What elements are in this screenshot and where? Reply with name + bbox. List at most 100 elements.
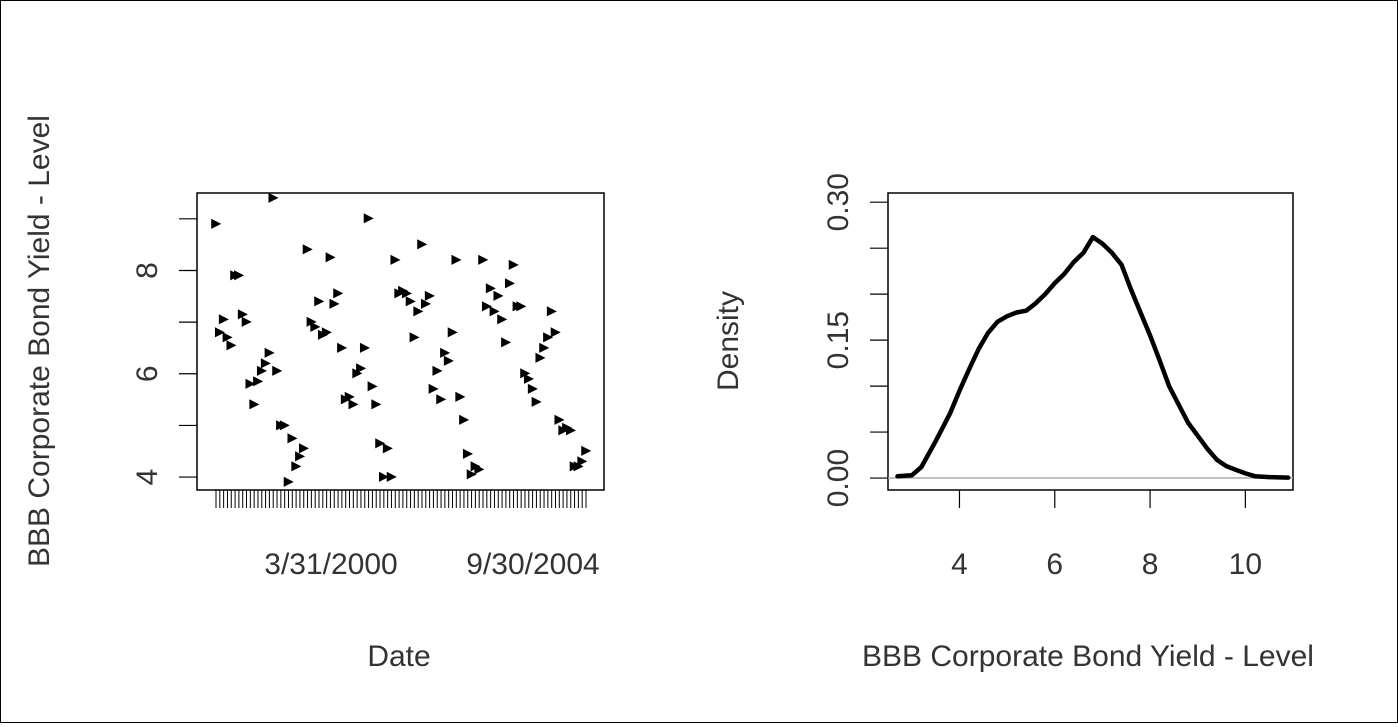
data-point: ▸ bbox=[558, 419, 569, 439]
right-x-tick-label: 10 bbox=[1229, 548, 1262, 581]
data-point: ▸ bbox=[569, 455, 580, 475]
data-point: ▸ bbox=[531, 391, 542, 411]
data-point: ▸ bbox=[420, 292, 431, 312]
data-point: ▸ bbox=[539, 336, 550, 356]
data-point: ▸ bbox=[386, 466, 397, 486]
data-point: ▸ bbox=[500, 331, 511, 351]
data-point: ▸ bbox=[550, 321, 561, 341]
data-point: ▸ bbox=[455, 385, 466, 405]
data-point: ▸ bbox=[546, 300, 557, 320]
left-y-axis-title: BBB Corporate Bond Yield - Level bbox=[23, 115, 56, 567]
data-point: ▸ bbox=[245, 373, 256, 393]
right-y-tick-label: 0.30 bbox=[822, 173, 855, 231]
data-point: ▸ bbox=[374, 432, 385, 452]
data-point: ▸ bbox=[329, 292, 340, 312]
data-point: ▸ bbox=[340, 388, 351, 408]
data-point: ▸ bbox=[481, 295, 492, 315]
data-point: ▸ bbox=[214, 321, 225, 341]
data-point: ▸ bbox=[355, 357, 366, 377]
data-point: ▸ bbox=[279, 414, 290, 434]
data-point: ▸ bbox=[443, 349, 454, 369]
data-point: ▸ bbox=[542, 326, 553, 346]
data-point: ▸ bbox=[497, 308, 508, 328]
data-point: ▸ bbox=[359, 336, 370, 356]
left-y-tick-label: 4 bbox=[131, 469, 164, 486]
left-y-tick-label: 8 bbox=[131, 262, 164, 279]
data-point: ▸ bbox=[413, 300, 424, 320]
data-point: ▸ bbox=[462, 442, 473, 462]
data-point: ▸ bbox=[348, 393, 359, 413]
data-point: ▸ bbox=[397, 280, 408, 300]
data-point: ▸ bbox=[275, 414, 286, 434]
data-point: ▸ bbox=[394, 282, 405, 302]
data-point: ▸ bbox=[283, 471, 294, 491]
data-point: ▸ bbox=[336, 336, 347, 356]
data-point: ▸ bbox=[371, 393, 382, 413]
data-point: ▸ bbox=[561, 416, 572, 436]
data-point: ▸ bbox=[264, 342, 275, 362]
data-point: ▸ bbox=[485, 277, 496, 297]
data-point: ▸ bbox=[237, 303, 248, 323]
data-point: ▸ bbox=[352, 362, 363, 382]
data-point: ▸ bbox=[226, 334, 237, 354]
data-point: ▸ bbox=[458, 409, 469, 429]
data-point: ▸ bbox=[565, 419, 576, 439]
data-point: ▸ bbox=[439, 342, 450, 362]
data-point: ▸ bbox=[382, 437, 393, 457]
data-point: ▸ bbox=[554, 409, 565, 429]
data-point: ▸ bbox=[447, 321, 458, 341]
data-point: ▸ bbox=[390, 249, 401, 269]
left-x-tick-label: 3/31/2000 bbox=[264, 548, 397, 581]
data-point: ▸ bbox=[401, 282, 412, 302]
data-point: ▸ bbox=[230, 264, 241, 284]
data-point: ▸ bbox=[302, 238, 313, 258]
data-point: ▸ bbox=[317, 323, 328, 343]
data-point: ▸ bbox=[260, 352, 271, 372]
data-point: ▸ bbox=[287, 427, 298, 447]
data-point: ▸ bbox=[298, 437, 309, 457]
data-point: ▸ bbox=[527, 378, 538, 398]
data-point: ▸ bbox=[424, 285, 435, 305]
data-point: ▸ bbox=[218, 308, 229, 328]
data-point: ▸ bbox=[405, 290, 416, 310]
right-y-tick-label: 0.00 bbox=[822, 449, 855, 507]
data-point: ▸ bbox=[222, 326, 233, 346]
data-point: ▸ bbox=[466, 463, 477, 483]
right-x-tick-label: 6 bbox=[1046, 548, 1063, 581]
right-plot-box bbox=[887, 192, 1294, 491]
left-x-axis-title: Date bbox=[367, 640, 430, 673]
data-point: ▸ bbox=[291, 455, 302, 475]
data-point: ▸ bbox=[294, 445, 305, 465]
data-point: ▸ bbox=[313, 290, 324, 310]
data-point: ▸ bbox=[436, 388, 447, 408]
data-point: ▸ bbox=[451, 249, 462, 269]
data-point: ▸ bbox=[325, 246, 336, 266]
data-point: ▸ bbox=[210, 212, 221, 232]
data-point: ▸ bbox=[577, 450, 588, 470]
data-point: ▸ bbox=[363, 207, 374, 227]
data-point: ▸ bbox=[233, 264, 244, 284]
data-point: ▸ bbox=[573, 455, 584, 475]
data-point: ▸ bbox=[493, 285, 504, 305]
data-point: ▸ bbox=[249, 393, 260, 413]
data-point: ▸ bbox=[504, 272, 515, 292]
data-point: ▸ bbox=[333, 282, 344, 302]
data-point: ▸ bbox=[489, 300, 500, 320]
data-point: ▸ bbox=[367, 375, 378, 395]
data-point: ▸ bbox=[256, 360, 267, 380]
data-point: ▸ bbox=[516, 295, 527, 315]
data-point: ▸ bbox=[432, 360, 443, 380]
right-x-tick-label: 8 bbox=[1142, 548, 1159, 581]
data-point: ▸ bbox=[535, 347, 546, 367]
left-y-tick-label: 6 bbox=[131, 365, 164, 382]
data-point: ▸ bbox=[241, 311, 252, 331]
left-x-tick-label: 9/30/2004 bbox=[466, 548, 599, 581]
data-point: ▸ bbox=[252, 370, 263, 390]
right-x-axis-title: BBB Corporate Bond Yield - Level bbox=[862, 640, 1314, 673]
data-point: ▸ bbox=[512, 295, 523, 315]
data-point: ▸ bbox=[470, 455, 481, 475]
data-point: ▸ bbox=[508, 254, 519, 274]
data-point: ▸ bbox=[272, 360, 283, 380]
